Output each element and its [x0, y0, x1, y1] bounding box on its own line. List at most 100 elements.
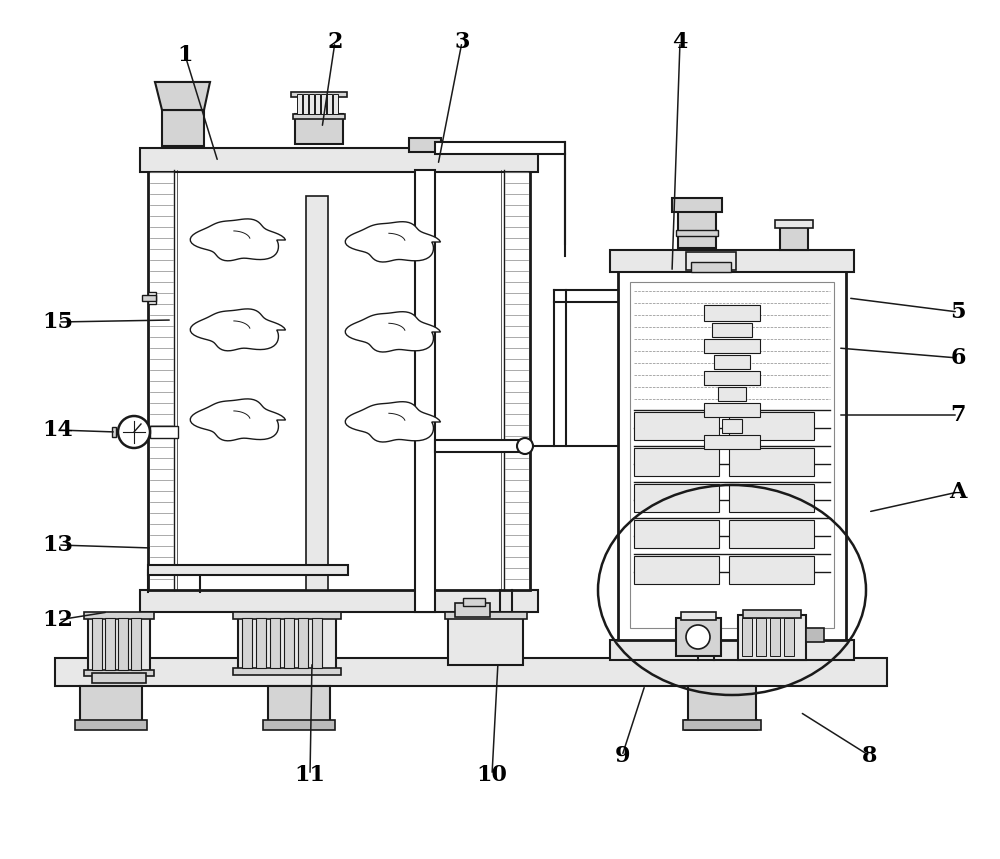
- Bar: [610, 640, 854, 660]
- Text: 12: 12: [42, 609, 74, 631]
- Bar: [233, 612, 341, 619]
- Bar: [756, 618, 766, 656]
- Bar: [303, 94, 308, 114]
- Bar: [148, 292, 156, 304]
- Bar: [742, 618, 752, 656]
- Bar: [75, 720, 147, 730]
- Polygon shape: [345, 402, 441, 442]
- Bar: [775, 220, 813, 228]
- Bar: [148, 565, 348, 575]
- Circle shape: [688, 635, 692, 639]
- Polygon shape: [190, 219, 286, 261]
- Text: 5: 5: [950, 301, 966, 323]
- Polygon shape: [345, 312, 441, 352]
- Text: A: A: [949, 481, 967, 503]
- Bar: [297, 94, 302, 114]
- Bar: [327, 94, 332, 114]
- Bar: [678, 208, 716, 248]
- Text: 3: 3: [454, 31, 470, 53]
- Bar: [729, 520, 814, 548]
- Bar: [293, 114, 345, 119]
- Bar: [610, 250, 854, 272]
- Bar: [455, 603, 490, 617]
- Bar: [118, 618, 128, 670]
- Text: 1: 1: [177, 44, 193, 66]
- Bar: [148, 590, 530, 608]
- Bar: [634, 412, 719, 440]
- Bar: [233, 668, 341, 675]
- Bar: [312, 618, 322, 668]
- Bar: [84, 670, 154, 676]
- Circle shape: [517, 438, 533, 454]
- Bar: [55, 658, 887, 686]
- Text: 11: 11: [294, 764, 326, 786]
- Text: 8: 8: [862, 745, 878, 767]
- Bar: [634, 484, 719, 512]
- Circle shape: [704, 635, 708, 639]
- Text: 4: 4: [672, 31, 688, 53]
- Bar: [445, 612, 527, 619]
- Bar: [270, 618, 280, 668]
- Bar: [714, 355, 750, 369]
- Text: 6: 6: [950, 347, 966, 369]
- Bar: [784, 618, 794, 656]
- Bar: [722, 419, 742, 433]
- Bar: [92, 673, 146, 683]
- Circle shape: [702, 630, 706, 633]
- Bar: [92, 618, 102, 670]
- Polygon shape: [155, 82, 210, 110]
- Bar: [691, 262, 731, 272]
- Bar: [333, 94, 338, 114]
- Bar: [618, 270, 846, 640]
- Bar: [738, 615, 806, 660]
- Bar: [298, 618, 308, 668]
- Bar: [112, 427, 116, 437]
- Bar: [409, 138, 441, 152]
- Polygon shape: [345, 222, 441, 262]
- Bar: [806, 628, 824, 642]
- Bar: [704, 371, 760, 385]
- Bar: [686, 252, 736, 270]
- Bar: [268, 686, 330, 724]
- Bar: [131, 618, 141, 670]
- Bar: [142, 295, 156, 301]
- Bar: [634, 556, 719, 584]
- Bar: [704, 403, 760, 417]
- Text: 13: 13: [43, 534, 73, 556]
- Bar: [448, 615, 523, 665]
- Bar: [88, 615, 150, 673]
- Bar: [688, 686, 756, 724]
- Bar: [463, 598, 485, 606]
- Bar: [718, 387, 746, 401]
- Bar: [435, 142, 565, 154]
- Bar: [634, 520, 719, 548]
- Bar: [256, 618, 266, 668]
- Bar: [284, 618, 294, 668]
- Bar: [263, 720, 335, 730]
- Bar: [690, 686, 752, 724]
- Circle shape: [118, 416, 150, 448]
- Bar: [80, 686, 142, 724]
- Bar: [712, 323, 752, 337]
- Bar: [162, 110, 204, 146]
- Bar: [105, 618, 115, 670]
- Bar: [84, 612, 154, 619]
- Bar: [140, 590, 538, 612]
- Bar: [315, 94, 320, 114]
- Bar: [150, 426, 178, 438]
- Bar: [242, 618, 252, 668]
- Bar: [676, 230, 718, 236]
- Text: 10: 10: [477, 764, 507, 786]
- Text: 7: 7: [950, 404, 966, 426]
- Circle shape: [696, 643, 700, 647]
- Bar: [729, 448, 814, 476]
- Bar: [770, 618, 780, 656]
- Bar: [630, 282, 834, 628]
- Bar: [415, 170, 435, 612]
- Bar: [729, 556, 814, 584]
- Bar: [295, 114, 343, 144]
- Bar: [743, 610, 801, 618]
- Circle shape: [696, 627, 700, 631]
- Text: 14: 14: [43, 419, 73, 441]
- Bar: [634, 448, 719, 476]
